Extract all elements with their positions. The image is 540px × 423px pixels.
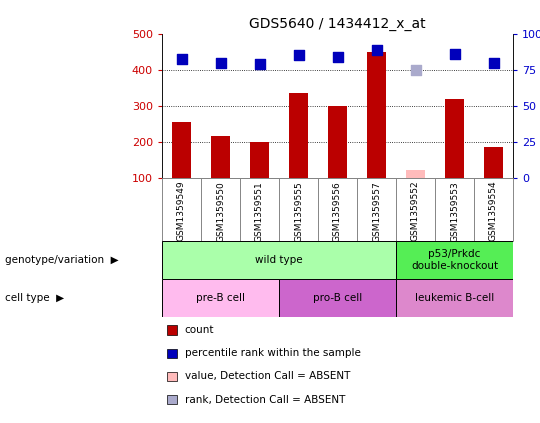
Text: pre-B cell: pre-B cell xyxy=(196,293,245,303)
Text: value, Detection Call = ABSENT: value, Detection Call = ABSENT xyxy=(185,371,350,382)
Text: GSM1359557: GSM1359557 xyxy=(372,181,381,242)
Bar xyxy=(484,147,503,178)
Point xyxy=(255,61,264,68)
Bar xyxy=(396,178,435,241)
Bar xyxy=(201,178,240,241)
Text: GSM1359551: GSM1359551 xyxy=(255,181,264,242)
Bar xyxy=(357,178,396,241)
Bar xyxy=(435,178,474,241)
Bar xyxy=(162,241,396,279)
Bar xyxy=(328,106,347,178)
Text: GSM1359550: GSM1359550 xyxy=(216,181,225,242)
Text: percentile rank within the sample: percentile rank within the sample xyxy=(185,348,361,358)
Bar xyxy=(396,279,513,317)
Bar xyxy=(172,122,191,178)
Point xyxy=(372,47,381,53)
Text: count: count xyxy=(185,325,214,335)
Bar xyxy=(249,143,269,178)
Point xyxy=(411,66,420,73)
Bar xyxy=(318,178,357,241)
Point xyxy=(333,54,342,60)
Bar xyxy=(367,52,386,178)
Text: genotype/variation  ▶: genotype/variation ▶ xyxy=(5,255,119,265)
Point xyxy=(216,59,225,66)
Text: leukemic B-cell: leukemic B-cell xyxy=(415,293,494,303)
Text: pro-B cell: pro-B cell xyxy=(313,293,362,303)
Bar xyxy=(240,178,279,241)
Title: GDS5640 / 1434412_x_at: GDS5640 / 1434412_x_at xyxy=(249,17,426,31)
Point xyxy=(450,51,459,58)
Bar xyxy=(406,170,426,178)
Bar xyxy=(396,241,513,279)
Text: GSM1359553: GSM1359553 xyxy=(450,181,459,242)
Point xyxy=(489,60,498,67)
Text: wild type: wild type xyxy=(255,255,303,265)
Point xyxy=(294,52,303,59)
Text: GSM1359556: GSM1359556 xyxy=(333,181,342,242)
Bar xyxy=(279,178,318,241)
Text: GSM1359552: GSM1359552 xyxy=(411,181,420,242)
Text: GSM1359549: GSM1359549 xyxy=(177,181,186,242)
Bar xyxy=(279,279,396,317)
Bar xyxy=(162,178,201,241)
Bar xyxy=(445,99,464,178)
Text: GSM1359555: GSM1359555 xyxy=(294,181,303,242)
Point xyxy=(177,56,186,63)
Text: GSM1359554: GSM1359554 xyxy=(489,181,498,242)
Text: cell type  ▶: cell type ▶ xyxy=(5,293,64,303)
Bar xyxy=(289,93,308,178)
Text: rank, Detection Call = ABSENT: rank, Detection Call = ABSENT xyxy=(185,395,345,405)
Text: p53/Prkdc
double-knockout: p53/Prkdc double-knockout xyxy=(411,249,498,271)
Bar xyxy=(211,136,230,178)
Bar xyxy=(162,279,279,317)
Bar xyxy=(474,178,513,241)
